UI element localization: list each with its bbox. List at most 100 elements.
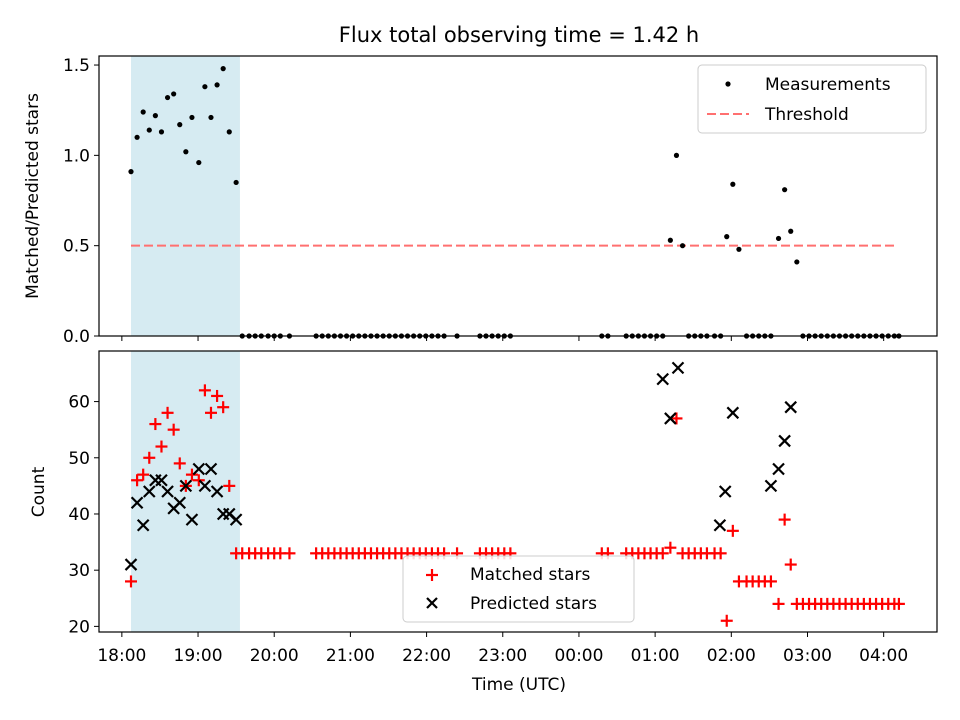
bottom-panel: 20 30 40 50 60 18:00 19:00 20:00 21:00 22:00 23:0…: [29, 350, 938, 695]
bottom-y-tick-label: 60: [68, 393, 90, 413]
matched-star-point: [211, 389, 224, 402]
predicted-star-point: [772, 462, 785, 476]
bottom-axes-frame: [98, 350, 938, 633]
top-highlight-span: [130, 56, 240, 336]
measurement-point: [233, 179, 239, 186]
predicted-star-point: [124, 558, 138, 571]
x-axis-label: Time (UTC): [471, 675, 566, 695]
measurement-point: [152, 113, 158, 119]
bottom-legend-box: [402, 555, 635, 623]
matched-star-point: [192, 474, 205, 487]
measurement-point: [208, 114, 214, 121]
matched-star-point: [185, 468, 198, 481]
measurement-point: [171, 91, 177, 97]
matched-star-point: [283, 547, 296, 560]
matched-star-point: [167, 423, 180, 436]
measurement-point: [189, 114, 195, 121]
measurement-point: [164, 94, 171, 101]
matched-star-point: [726, 524, 739, 537]
measurement-point: [775, 235, 782, 242]
matched-star-point: [137, 468, 150, 481]
measurement-point: [146, 127, 152, 133]
predicted-star-point: [192, 462, 206, 476]
bottom-x-tick-label: 00:00: [554, 646, 603, 666]
matched-star-point: [155, 440, 168, 453]
bottom-y-tick-label: 30: [68, 561, 90, 581]
measurement-point: [140, 109, 146, 115]
legend-predicted-marker: [426, 597, 438, 609]
matched-star-point: [764, 575, 777, 588]
predicted-star-point: [713, 518, 727, 532]
legend-matched-marker: [426, 569, 438, 581]
top-panel: 0.0 0.5 1.0 1.5 Matched/Predicted stars Mea…: [23, 55, 938, 347]
bottom-x-tick-label: 01:00: [631, 646, 680, 666]
measurement-point: [782, 187, 788, 193]
bottom-x-tick-label: 20:00: [250, 646, 299, 666]
bottom-x-tick-label: 19:00: [174, 646, 223, 666]
bottom-y-axis: 20 30 40 50 60: [68, 393, 99, 637]
matched-star-point: [143, 451, 156, 464]
measurement-point: [202, 84, 208, 90]
matched-star-point: [778, 513, 791, 526]
predicted-star-point: [778, 434, 791, 448]
predicted-star-point: [671, 361, 685, 375]
legend-threshold-label: Threshold: [764, 105, 849, 125]
bottom-legend: Matched stars Predicted stars: [402, 555, 635, 623]
bottom-x-tick-label: 21:00: [326, 646, 375, 666]
matched-stars-series: [124, 384, 905, 627]
top-legend: Measurements Threshold: [697, 64, 927, 134]
predicted-star-point: [136, 518, 150, 532]
measurement-point: [679, 243, 686, 249]
legend-matched-label: Matched stars: [470, 565, 590, 585]
top-y-tick-label: 1.5: [63, 56, 90, 76]
bottom-x-tick-label: 23:00: [478, 646, 527, 666]
matched-star-point: [173, 457, 186, 470]
measurement-point: [667, 237, 673, 243]
measurement-point: [158, 129, 165, 135]
top-y-tick-label: 0.0: [63, 327, 90, 347]
bottom-y-tick-label: 50: [68, 449, 90, 469]
top-legend-box: [697, 64, 927, 134]
predicted-star-point: [179, 479, 193, 493]
predicted-stars-series: [124, 361, 798, 571]
matched-star-point: [670, 412, 683, 425]
measurement-point: [736, 246, 742, 252]
matched-star-point: [217, 401, 230, 414]
measurement-point: [226, 129, 232, 135]
predicted-star-point: [664, 412, 677, 425]
measurement-point: [196, 159, 202, 166]
measurement-point: [214, 82, 220, 88]
matched-star-point: [149, 418, 162, 431]
legend-measurements-marker: [725, 81, 731, 87]
legend-measurements-label: Measurements: [765, 75, 891, 95]
predicted-star-point: [130, 496, 144, 510]
predicted-star-point: [784, 400, 798, 414]
matched-star-point: [124, 575, 137, 588]
predicted-star-point: [210, 485, 224, 498]
top-x-ticks: [121, 336, 885, 341]
measurement-point: [794, 259, 800, 265]
predicted-star-point: [173, 496, 187, 510]
predicted-star-point: [764, 479, 778, 493]
bottom-y-label: Count: [29, 466, 49, 517]
measurement-point: [134, 134, 140, 140]
matched-star-point: [892, 597, 905, 610]
bottom-x-tick-label: 03:00: [783, 646, 832, 666]
bottom-x-tick-label: 22:00: [402, 646, 451, 666]
chart-title: Flux total observing time = 1.42 h: [339, 23, 699, 47]
predicted-star-point: [161, 485, 174, 498]
matched-star-point: [664, 541, 677, 554]
predicted-star-point: [185, 513, 199, 526]
measurement-point: [177, 122, 183, 128]
predicted-star-point: [718, 485, 732, 498]
predicted-star-point: [229, 513, 243, 526]
matched-star-point: [714, 547, 727, 560]
predicted-star-point: [726, 406, 740, 420]
bottom-x-tick-label: 18:00: [97, 646, 146, 666]
bottom-y-tick-label: 20: [68, 617, 90, 637]
measurement-point: [724, 234, 730, 240]
matched-star-point: [772, 597, 785, 610]
bottom-x-tick-label: 04:00: [859, 646, 908, 666]
bottom-y-tick-label: 40: [68, 505, 90, 525]
